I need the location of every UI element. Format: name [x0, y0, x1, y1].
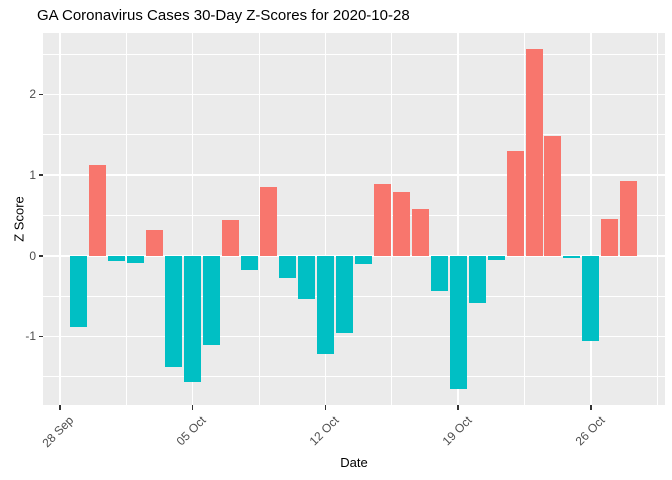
x-axis-tick [590, 405, 592, 410]
zscore-bar [108, 255, 126, 261]
y-axis-tick [38, 255, 43, 257]
chart-title: GA Coronavirus Cases 30-Day Z-Scores for… [37, 7, 410, 24]
x-major-gridline [191, 33, 194, 405]
x-minor-gridline [391, 33, 393, 405]
y-major-gridline [43, 335, 665, 338]
x-major-gridline [324, 33, 327, 405]
zscore-bar [373, 184, 391, 256]
x-axis-tick [191, 405, 194, 410]
zscore-bar [127, 255, 145, 264]
zscore-bar [165, 255, 183, 368]
y-minor-gridline [43, 134, 665, 136]
zscore-bar [70, 255, 88, 327]
x-minor-gridline [258, 33, 260, 405]
zscore-bar [544, 136, 562, 256]
zscore-bar [449, 255, 467, 389]
x-minor-gridline [524, 33, 526, 405]
zscore-bar [620, 180, 638, 256]
zscore-bar [468, 255, 486, 303]
y-minor-gridline [43, 214, 665, 216]
y-tick-label: 0 [29, 248, 36, 263]
zscore-bar [563, 255, 581, 259]
y-tick-label: 2 [29, 87, 36, 102]
plot-panel [43, 33, 665, 405]
y-major-gridline [43, 174, 665, 176]
zscore-bar [335, 255, 353, 334]
zscore-bar [279, 255, 297, 278]
zscore-bar [582, 255, 600, 342]
zscore-bar [146, 229, 164, 256]
x-axis-tick [457, 405, 459, 410]
zscore-bar [260, 187, 278, 256]
zscore-bar [241, 255, 259, 271]
zscore-bar [525, 48, 543, 256]
x-major-gridline [590, 33, 592, 405]
y-axis-tick [38, 93, 43, 96]
y-tick-label: -1 [25, 329, 36, 344]
x-tick-label: 12 Oct [306, 413, 342, 449]
x-major-gridline [59, 33, 61, 405]
x-axis-title: Date [340, 455, 368, 470]
zscore-bar [411, 209, 429, 256]
y-axis-tick [38, 174, 43, 176]
y-major-gridline [43, 255, 665, 257]
zscore-bar [601, 218, 619, 256]
y-minor-gridline [43, 53, 665, 55]
x-axis-tick [324, 405, 327, 410]
y-tick-label: 1 [29, 168, 36, 183]
y-minor-gridline [43, 376, 665, 378]
y-minor-gridline [43, 295, 665, 297]
zscore-bar [354, 255, 372, 264]
x-minor-gridline [656, 33, 658, 405]
zscore-bar [430, 255, 448, 292]
x-tick-label: 19 Oct [439, 413, 475, 449]
x-major-gridline [457, 33, 459, 405]
x-axis-tick [59, 405, 61, 410]
zscore-bar [506, 150, 524, 256]
zscore-bar [222, 219, 240, 256]
x-tick-label: 05 Oct [174, 413, 209, 449]
y-axis-title: Z Score [11, 196, 27, 242]
x-minor-gridline [125, 33, 127, 405]
zscore-bar [184, 255, 202, 382]
zscore-bar [316, 255, 334, 355]
zscore-bar [487, 255, 505, 260]
zscore-bar [392, 192, 410, 256]
y-major-gridline [43, 93, 665, 96]
y-axis-tick [38, 335, 43, 338]
zscore-bar [89, 165, 107, 256]
zscore-bar [297, 255, 315, 299]
zscore-bar [203, 255, 221, 346]
x-tick-label: 26 Oct [572, 413, 608, 449]
x-tick-label: 28 Sep [39, 413, 77, 451]
